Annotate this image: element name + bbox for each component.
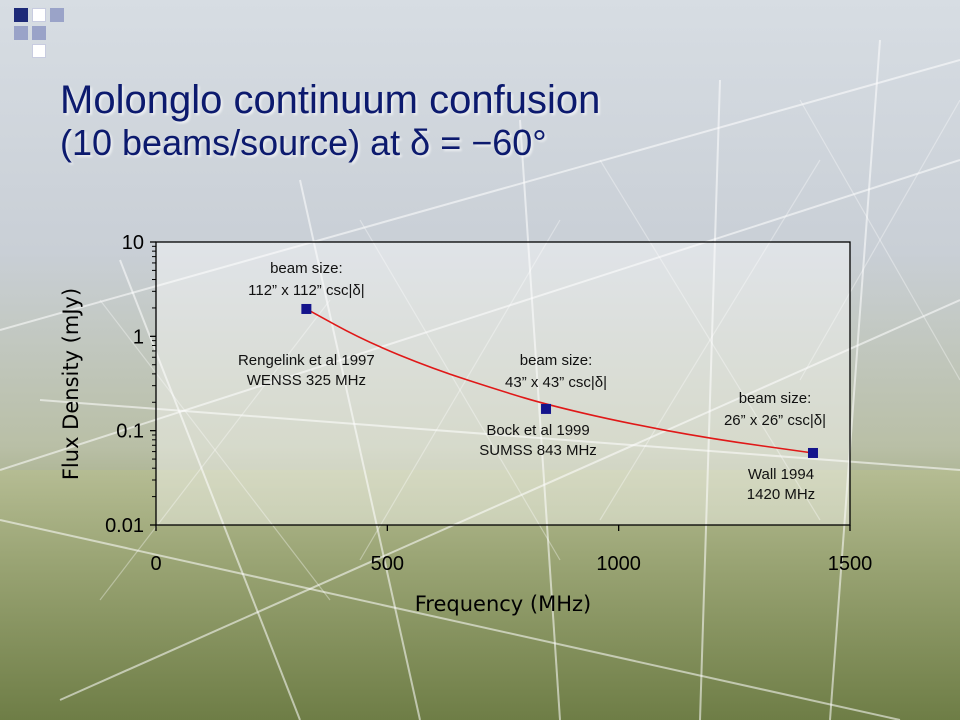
y-tick-label: 1: [133, 326, 144, 348]
beam-size-value: 43” x 43” csc|δ|: [505, 374, 607, 391]
y-tick-label: 10: [122, 232, 144, 254]
beam-size-label: beam size:: [270, 260, 343, 277]
title-line-1: Molonglo continuum confusion: [60, 78, 601, 122]
x-tick-label: 500: [371, 553, 404, 575]
y-axis-label: Flux Density (mJy): [59, 288, 83, 480]
x-tick-label: 1500: [828, 553, 873, 575]
fit-layer: [305, 308, 814, 454]
title-line-2: (10 beams/source) at δ = −60°: [60, 122, 547, 163]
x-tick-label: 0: [150, 553, 161, 575]
survey-reference: Wall 1994: [748, 466, 814, 483]
x-tick-label: 1000: [596, 553, 641, 575]
beam-size-value: 112” x 112” csc|δ|: [248, 282, 364, 299]
data-point: [301, 303, 312, 314]
y-tick-label: 0.01: [105, 515, 144, 537]
beam-size-value: 26” x 26” csc|δ|: [724, 412, 826, 429]
label-layer: beam size: 112” x 112” csc|δ| Rengelink et…: [238, 260, 826, 503]
slide-title: Molonglo continuum confusion (10 beams/s…: [60, 78, 920, 164]
plot-frame: [155, 241, 851, 526]
data-point: [541, 403, 552, 414]
survey-frequency: SUMSS 843 MHz: [479, 442, 597, 459]
plot-area: [155, 241, 851, 526]
survey-frequency: 1420 MHz: [747, 486, 815, 503]
beam-size-label: beam size:: [520, 352, 593, 369]
marker-layer: [301, 303, 818, 458]
fit-curve: [305, 308, 814, 454]
survey-frequency: WENSS 325 MHz: [247, 372, 366, 389]
x-axis-label: Frequency (MHz): [415, 592, 591, 616]
survey-reference: Rengelink et al 1997: [238, 352, 375, 369]
corner-decoration: [0, 0, 80, 60]
y-tick-label: 0.1: [116, 421, 144, 443]
axis-ticks: 0.01 0.1 1 10 0 500 1000 1500: [105, 232, 872, 575]
data-point: [807, 447, 818, 458]
beam-size-label: beam size:: [739, 390, 812, 407]
survey-reference: Bock et al 1999: [486, 422, 589, 439]
